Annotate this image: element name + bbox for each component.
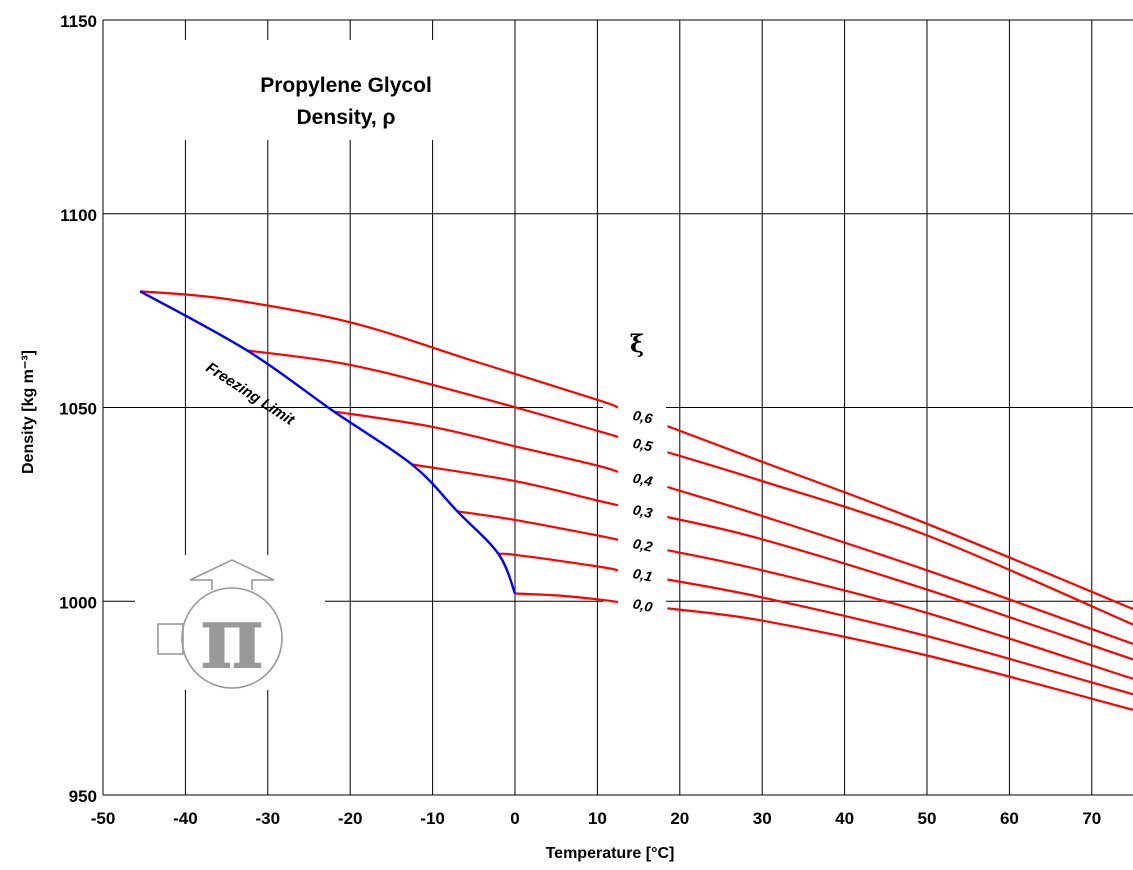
x-tick-label: 40 bbox=[835, 809, 854, 828]
x-tick-label: -20 bbox=[338, 809, 363, 828]
y-tick-label: 950 bbox=[69, 787, 97, 806]
x-tick-label: 10 bbox=[588, 809, 607, 828]
x-tick-label: -40 bbox=[173, 809, 198, 828]
legend-title: ξ bbox=[630, 329, 644, 358]
x-tick-label: 0 bbox=[510, 809, 519, 828]
x-tick-label: -10 bbox=[420, 809, 445, 828]
y-tick-label: 1000 bbox=[59, 593, 97, 612]
y-tick-label: 1150 bbox=[60, 12, 97, 31]
x-tick-label: 70 bbox=[1082, 809, 1101, 828]
svg-text:π: π bbox=[200, 585, 264, 689]
chart-subtitle: Density, ρ bbox=[297, 106, 396, 129]
x-tick-label: -50 bbox=[91, 809, 116, 828]
y-tick-label: 1050 bbox=[59, 400, 97, 419]
y-tick-label: 1100 bbox=[60, 206, 97, 225]
x-axis-title: Temperature [°C] bbox=[546, 845, 675, 862]
y-axis-title: Density [kg m⁻³] bbox=[20, 350, 37, 474]
x-tick-label: 60 bbox=[1000, 809, 1019, 828]
x-tick-label: 30 bbox=[753, 809, 772, 828]
x-tick-label: 50 bbox=[918, 809, 937, 828]
x-tick-label: -30 bbox=[256, 809, 281, 828]
chart-title: Propylene Glycol bbox=[260, 74, 432, 97]
x-tick-label: 20 bbox=[670, 809, 689, 828]
